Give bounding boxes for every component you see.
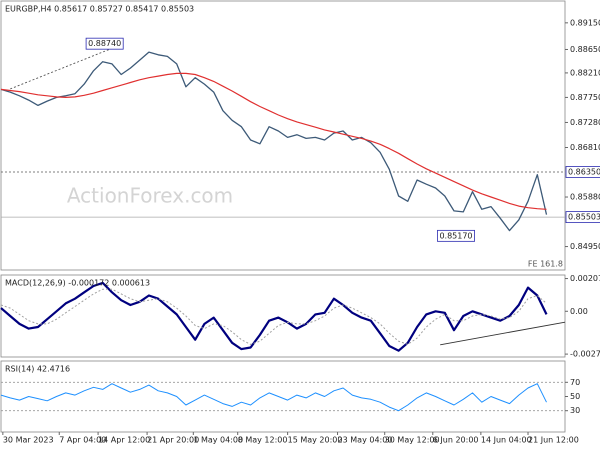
note: FE 161.8	[528, 260, 563, 269]
series-line	[0, 288, 547, 345]
x-tick-label: 14 Jun 04:00	[481, 436, 532, 445]
y-tick-label: 0.87280	[570, 118, 600, 127]
watermark: ActionForex.com	[67, 184, 233, 208]
x-tick-label: 15 May 20:00	[288, 436, 343, 445]
price-annotation: 0.88740	[88, 39, 121, 48]
x-tick-label: 8 May 12:00	[238, 436, 288, 445]
price-annotation-box	[85, 37, 124, 50]
y-tick-label: 50	[570, 392, 580, 401]
x-tick-label: 14 Apr 12:00	[98, 436, 150, 445]
pane-title: EURGBP,H4 0.85617 0.85727 0.85417 0.8550…	[5, 5, 194, 14]
x-tick-label: 30 May 12:00	[385, 436, 440, 445]
y-tick-label: 70	[570, 378, 580, 387]
level-label: 0.85503	[568, 213, 600, 222]
price-annotation-box	[437, 229, 475, 242]
series-line	[0, 72, 547, 210]
level-label-box	[565, 211, 600, 224]
y-tick-label: 0.88650	[570, 45, 600, 54]
pane-title: MACD(12,26,9) -0.000172 0.000613	[5, 279, 150, 288]
x-tick-label: 23 May 04:00	[338, 436, 393, 445]
series-line	[0, 51, 548, 232]
y-tick-label: 0.87750	[570, 93, 600, 102]
x-tick-label: 21 Jun 12:00	[528, 436, 579, 445]
y-tick-label: 30	[570, 406, 580, 415]
pane-frame	[0, 360, 566, 433]
y-tick-label: 0.85880	[570, 193, 600, 202]
y-tick-label: 0.84950	[570, 242, 600, 251]
x-tick-label: 1 May 04:00	[193, 436, 243, 445]
level-label-box	[565, 166, 600, 178]
price-annotation: 0.85170	[439, 231, 472, 240]
trendline	[440, 321, 566, 346]
y-tick-label: 0.89150	[570, 18, 600, 27]
trendline	[10, 44, 122, 90]
y-tick-label: 0.002074	[570, 274, 600, 283]
y-tick-label: 0.88210	[570, 68, 600, 77]
level-label: 0.86350	[568, 167, 600, 176]
pane-title: RSI(14) 42.4716	[5, 365, 70, 374]
x-tick-label: 7 Apr 04:00	[59, 436, 106, 445]
y-tick-label: -0.002716	[570, 350, 600, 359]
pane-frame	[0, 274, 566, 358]
y-tick-label: 0.86810	[570, 143, 600, 152]
pane-frame	[0, 0, 566, 271]
series-line	[0, 281, 548, 352]
series-line	[0, 383, 547, 412]
x-tick-label: 21 Apr 20:00	[147, 436, 199, 445]
x-tick-label: 30 Mar 2023	[3, 436, 54, 445]
x-tick-label: 6 Jun 20:00	[433, 436, 479, 445]
y-tick-label: 0.00	[570, 307, 588, 316]
